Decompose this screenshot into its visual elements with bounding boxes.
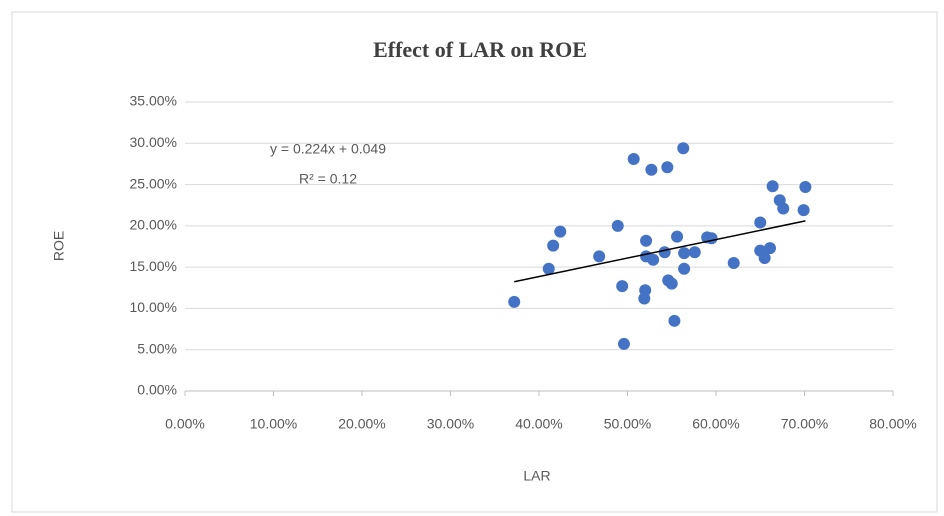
point xyxy=(758,252,771,265)
point xyxy=(677,142,690,155)
equation: y = 0.224x + 0.049 xyxy=(270,141,386,157)
point xyxy=(688,246,701,259)
x-tick-label: 0.00% xyxy=(165,416,205,432)
point xyxy=(647,253,660,266)
y-tick-label: 25.00% xyxy=(130,175,177,191)
y-axis-label: ROE xyxy=(51,231,67,261)
point xyxy=(554,225,567,238)
point xyxy=(617,337,630,350)
chart-title: Effect of LAR on ROE xyxy=(373,37,587,62)
point xyxy=(638,292,651,305)
x-tick-label: 30.00% xyxy=(427,416,474,432)
y-tick-label: 15.00% xyxy=(130,258,177,274)
x-tick-label: 60.00% xyxy=(692,416,739,432)
trendline xyxy=(514,220,806,283)
point xyxy=(705,232,718,245)
x-tick-label: 20.00% xyxy=(338,416,385,432)
point xyxy=(799,181,812,194)
point xyxy=(640,234,653,247)
point xyxy=(611,219,624,232)
y-tick-label: 5.00% xyxy=(137,340,177,356)
y-tick-label: 20.00% xyxy=(130,217,177,233)
y-tick-label: 10.00% xyxy=(130,299,177,315)
y-tick-label: 0.00% xyxy=(137,382,177,398)
point xyxy=(763,242,776,255)
x-tick-label: 80.00% xyxy=(869,416,916,432)
point xyxy=(665,277,678,290)
point xyxy=(766,180,779,193)
point xyxy=(508,295,521,308)
point xyxy=(754,216,767,229)
x-tick-label: 10.00% xyxy=(250,416,297,432)
chart-border xyxy=(11,11,938,513)
x-axis-label: LAR xyxy=(523,468,550,484)
x-tick-label: 70.00% xyxy=(781,416,828,432)
point xyxy=(671,230,684,243)
point xyxy=(645,163,658,176)
y-tick-label: 30.00% xyxy=(130,134,177,150)
y-tick-label: 35.00% xyxy=(130,93,177,109)
point xyxy=(727,257,740,270)
point xyxy=(542,262,555,275)
point xyxy=(777,202,790,215)
point xyxy=(547,239,560,252)
point xyxy=(658,246,671,259)
point xyxy=(616,280,629,293)
point xyxy=(661,161,674,174)
point xyxy=(797,204,810,217)
x-tick-label: 40.00% xyxy=(515,416,562,432)
point xyxy=(593,250,606,263)
x-tick-label: 50.00% xyxy=(604,416,651,432)
r-squared: R² = 0.12 xyxy=(299,171,357,187)
point xyxy=(678,247,691,260)
point xyxy=(627,152,640,165)
point xyxy=(668,314,681,327)
point xyxy=(678,262,691,275)
